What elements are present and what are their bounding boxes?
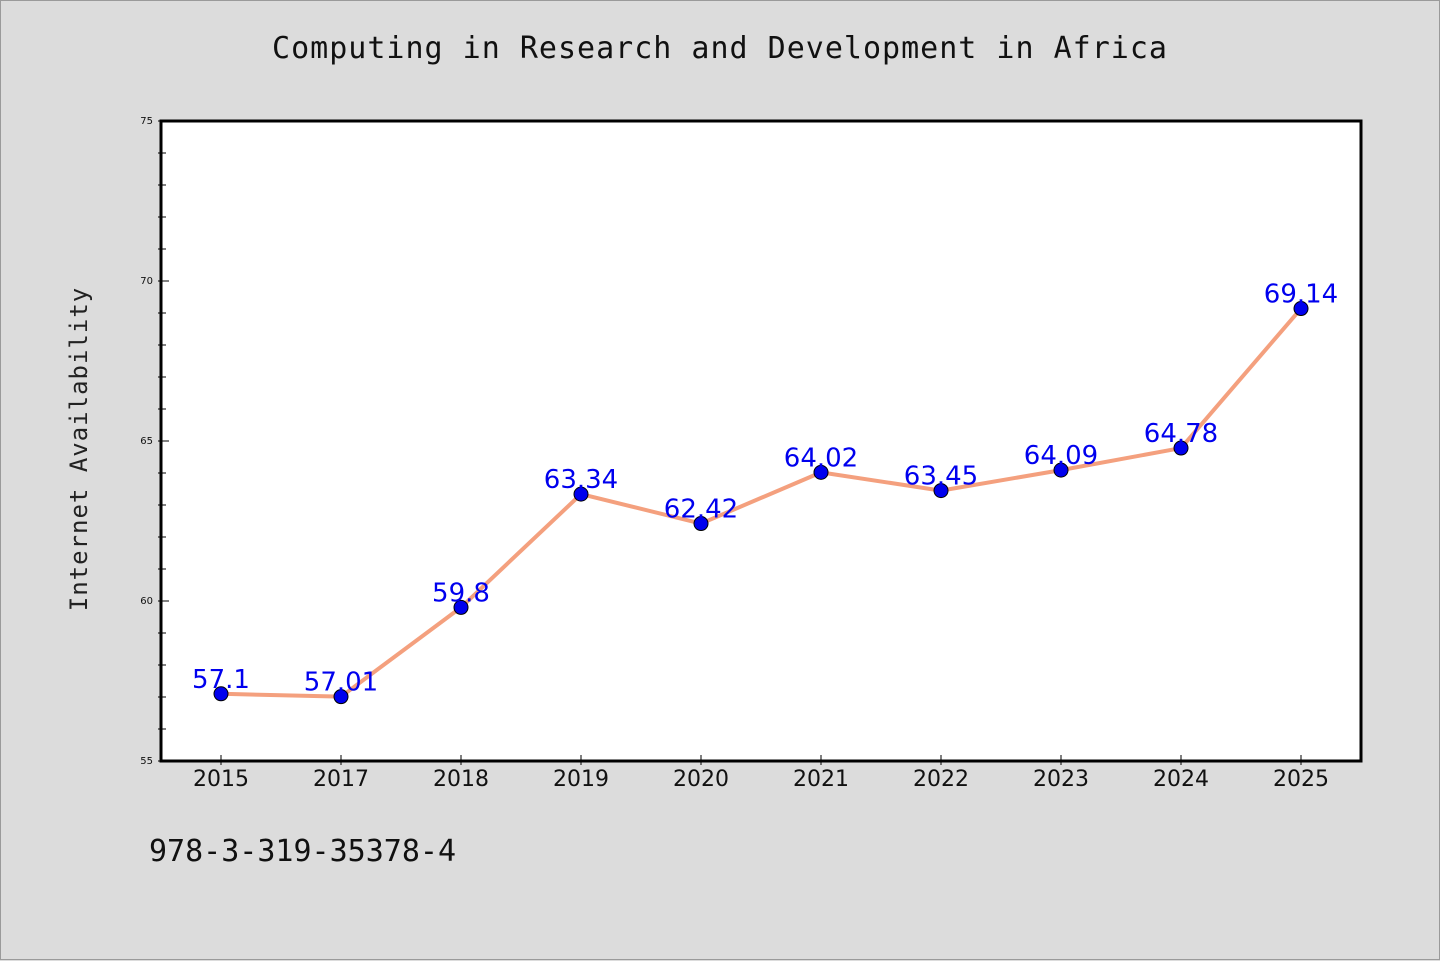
y-axis-label: Internet Availability	[65, 287, 93, 611]
data-point-marker	[1053, 462, 1069, 478]
x-tick-label: 2019	[553, 767, 609, 792]
series-line-group	[219, 306, 1303, 699]
y-tick-label: 65	[140, 436, 153, 447]
data-label: 64.09	[1024, 441, 1098, 471]
data-label: 57.01	[304, 668, 378, 698]
chart-title: Computing in Research and Development in…	[272, 31, 1168, 66]
data-point-marker	[1173, 440, 1189, 456]
data-labels-group: 57.1 57.01 59.8 63.34 62.42 64.02 63.45 64.09 64…	[192, 280, 1338, 698]
data-label: 69.14	[1264, 280, 1338, 310]
data-label: 57.1	[192, 665, 250, 695]
isbn-code: 978-3-319-35378-4	[149, 834, 457, 869]
x-tick-label: 2023	[1033, 767, 1089, 792]
data-point-marker	[573, 486, 589, 502]
data-label: 59.8	[432, 578, 490, 608]
x-tick-label: 2022	[913, 767, 969, 792]
x-tick-label: 2018	[433, 767, 489, 792]
y-tick-label: 60	[140, 596, 153, 607]
x-tick-label: 2017	[313, 767, 369, 792]
data-point-marker	[933, 483, 949, 499]
y-tick-label: 55	[140, 756, 153, 767]
y-tick-label: 70	[140, 276, 153, 287]
data-point-marker	[333, 689, 349, 705]
x-tick-label: 2025	[1273, 767, 1329, 792]
plot-area	[161, 121, 1361, 761]
x-axis: 2015 2017 2018 2019 2020 2021 2022 2023 2024 2025	[193, 755, 1329, 792]
data-label: 63.34	[544, 465, 618, 495]
markers-group	[213, 301, 1309, 705]
x-tick-label: 2024	[1153, 767, 1209, 792]
data-point-marker	[693, 516, 709, 532]
series-line	[219, 306, 1303, 699]
x-tick-label: 2015	[193, 767, 249, 792]
data-label: 64.02	[784, 443, 858, 473]
y-tick-label: 75	[140, 116, 153, 127]
plot-frame	[159, 119, 1363, 763]
data-point-marker	[453, 599, 469, 615]
x-tick-label: 2021	[793, 767, 849, 792]
data-label: 62.42	[664, 495, 738, 525]
data-point-marker	[213, 686, 229, 702]
data-label: 63.45	[904, 462, 978, 492]
x-tick-label: 2020	[673, 767, 729, 792]
data-point-marker	[813, 464, 829, 480]
data-point-marker	[1293, 301, 1309, 317]
data-label: 64.78	[1144, 419, 1218, 449]
